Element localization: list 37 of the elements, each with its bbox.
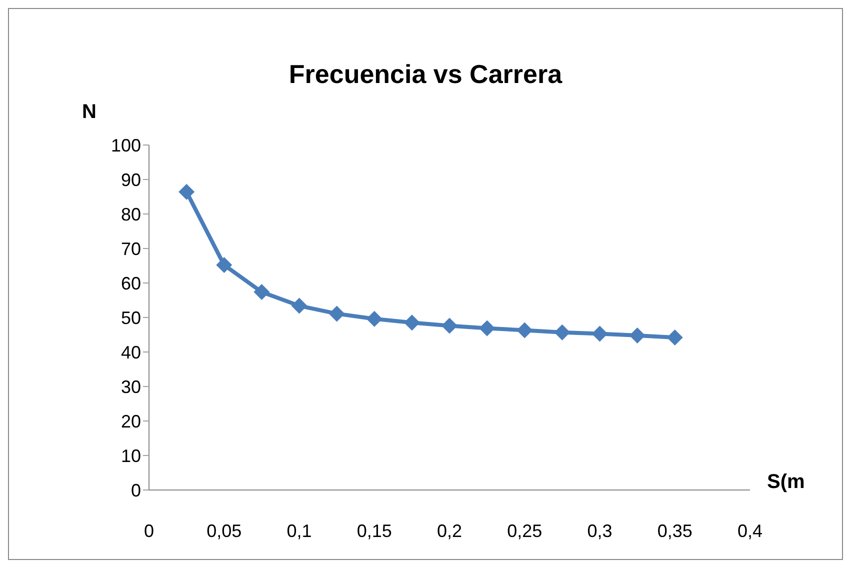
point [629,327,646,344]
y-tick-label: 80 [120,204,141,224]
x-tick-label: 0,2 [436,520,462,541]
point [516,322,533,338]
point [178,184,195,200]
x-axis-title: S(m [767,471,805,494]
y-tick-label: 30 [120,376,141,397]
point [666,330,683,346]
x-tick-label: 0,1 [286,520,312,541]
point [254,284,270,300]
y-tick-label: 50 [120,308,141,328]
x-tick-label: 0,3 [587,520,612,541]
y-tick-label: 0 [130,480,141,500]
x-tick-label: 0,35 [657,520,692,541]
chart-title: Frecuencia vs Carrera [288,59,564,90]
y-tick-label: 10 [120,446,141,466]
x-tick-label: 0,15 [356,520,392,541]
x-tick-label: 0,05 [206,520,242,541]
x-tick-label: 0,4 [737,520,763,541]
point [216,257,232,274]
point [366,310,382,327]
y-tick-label: 90 [120,170,141,190]
x-tick-label: 0,25 [507,520,542,541]
y-tick-label: 100 [110,135,141,156]
x-tick-label: 0 [144,520,154,541]
point [404,314,420,331]
y-axis-title: N [82,101,96,124]
point [592,326,608,342]
point [328,306,345,322]
point [291,298,308,314]
point [479,320,496,336]
y-tick-label: 40 [120,342,141,362]
y-tick-label: 60 [120,273,141,294]
y-tick-label: 70 [120,238,141,259]
y-tick-label: 20 [120,411,141,432]
point [554,324,570,340]
point [442,318,458,334]
